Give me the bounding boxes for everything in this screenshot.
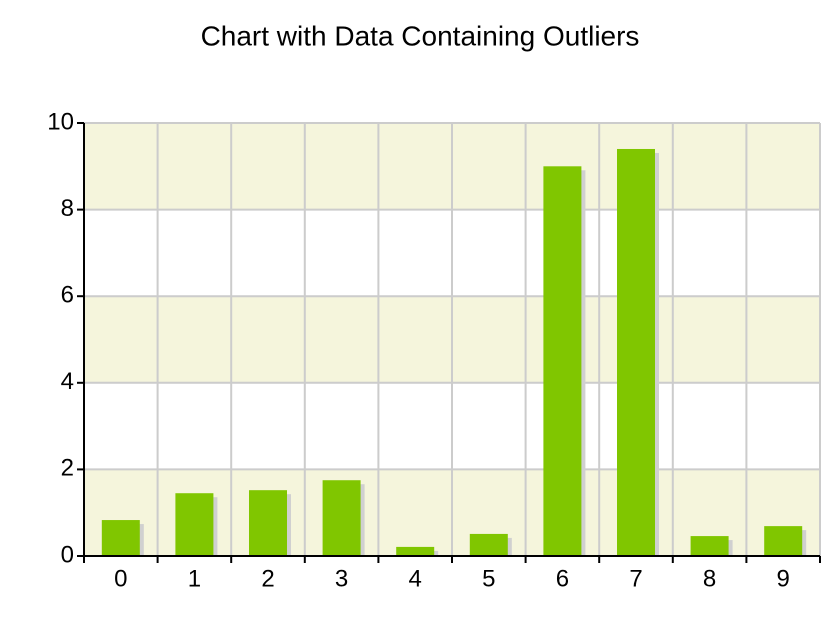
- bar: [101, 520, 140, 556]
- x-tick-label: 1: [188, 565, 201, 592]
- x-tick-label: 3: [335, 565, 348, 592]
- y-tick-label: 0: [61, 541, 74, 568]
- bar: [617, 148, 655, 557]
- x-tick-label: 8: [703, 565, 716, 592]
- bar: [396, 546, 435, 556]
- bar: [175, 493, 214, 556]
- bar: [322, 480, 361, 556]
- y-tick-label: 6: [61, 282, 74, 309]
- x-tick-label: 2: [261, 565, 274, 592]
- chart-title: Chart with Data Containing Outliers: [201, 20, 640, 51]
- x-tick-label: 5: [482, 565, 495, 592]
- bar: [249, 490, 287, 556]
- y-tick-label: 2: [61, 455, 74, 482]
- bar: [469, 533, 508, 556]
- bar: [690, 536, 729, 556]
- x-tick-label: 6: [556, 565, 569, 592]
- bar: [543, 166, 582, 557]
- x-tick-label: 7: [629, 565, 642, 592]
- y-tick-label: 4: [61, 368, 74, 395]
- x-tick-label: 9: [777, 565, 790, 592]
- y-tick-label: 8: [61, 195, 74, 222]
- y-tick-label: 10: [47, 108, 74, 135]
- x-tick-label: 0: [114, 565, 127, 592]
- bar: [764, 526, 803, 556]
- x-tick-label: 4: [409, 565, 422, 592]
